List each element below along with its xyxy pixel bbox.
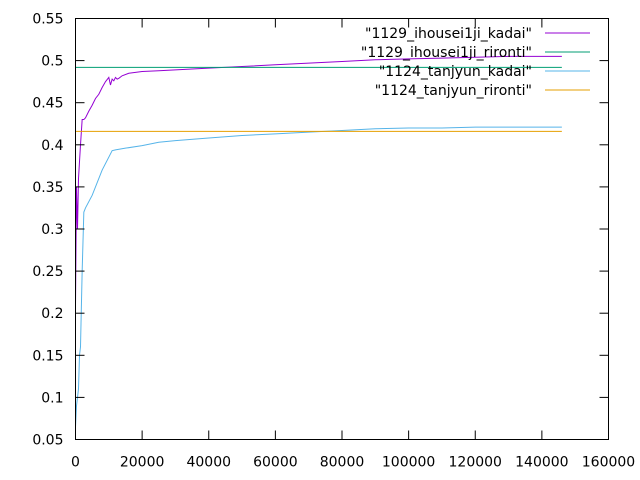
ticks-layer: 0.05 0.1 0.15 0.2 0.25 0.3 0.35 0.4 0.45 0.5 0.55 0…	[32, 12, 635, 471]
x-tick-label: 20000	[120, 455, 165, 471]
x-tick-label: 120000	[449, 455, 502, 471]
series-line-1	[75, 55, 562, 305]
legend-label: "1124_tanjyun_rironti"	[375, 83, 532, 99]
series-line-3	[75, 126, 562, 427]
y-tick-label: 0.2	[41, 306, 63, 322]
x-tick-label: 100000	[382, 455, 435, 471]
y-tick-label: 0.5	[41, 54, 63, 70]
x-tick-label: 160000	[582, 455, 635, 471]
legend: "1129_ihousei1ji_kadai" "1129_ihousei1ji_…	[361, 26, 590, 99]
x-tick-label: 80000	[320, 455, 365, 471]
x-tick-label: 0	[71, 455, 80, 471]
y-tick-label: 0.25	[32, 264, 63, 280]
y-tick-label: 0.05	[32, 433, 63, 449]
y-tick-label: 0.35	[32, 180, 63, 196]
x-tick-label: 60000	[253, 455, 298, 471]
legend-label: "1129_ihousei1ji_kadai"	[365, 26, 532, 42]
y-tick-label: 0.15	[32, 348, 63, 364]
series-layer	[75, 55, 562, 427]
x-tick-label: 40000	[186, 455, 231, 471]
y-tick-label: 0.3	[41, 222, 63, 238]
y-tick-label: 0.45	[32, 96, 63, 112]
legend-label: "1124_tanjyun_kadai"	[379, 64, 532, 80]
y-tick-label: 0.4	[41, 138, 63, 154]
y-tick-label: 0.1	[41, 390, 63, 406]
x-tick-label: 140000	[515, 455, 568, 471]
legend-label: "1129_ihousei1ji_rironti"	[361, 45, 532, 61]
y-tick-label: 0.55	[32, 12, 63, 28]
